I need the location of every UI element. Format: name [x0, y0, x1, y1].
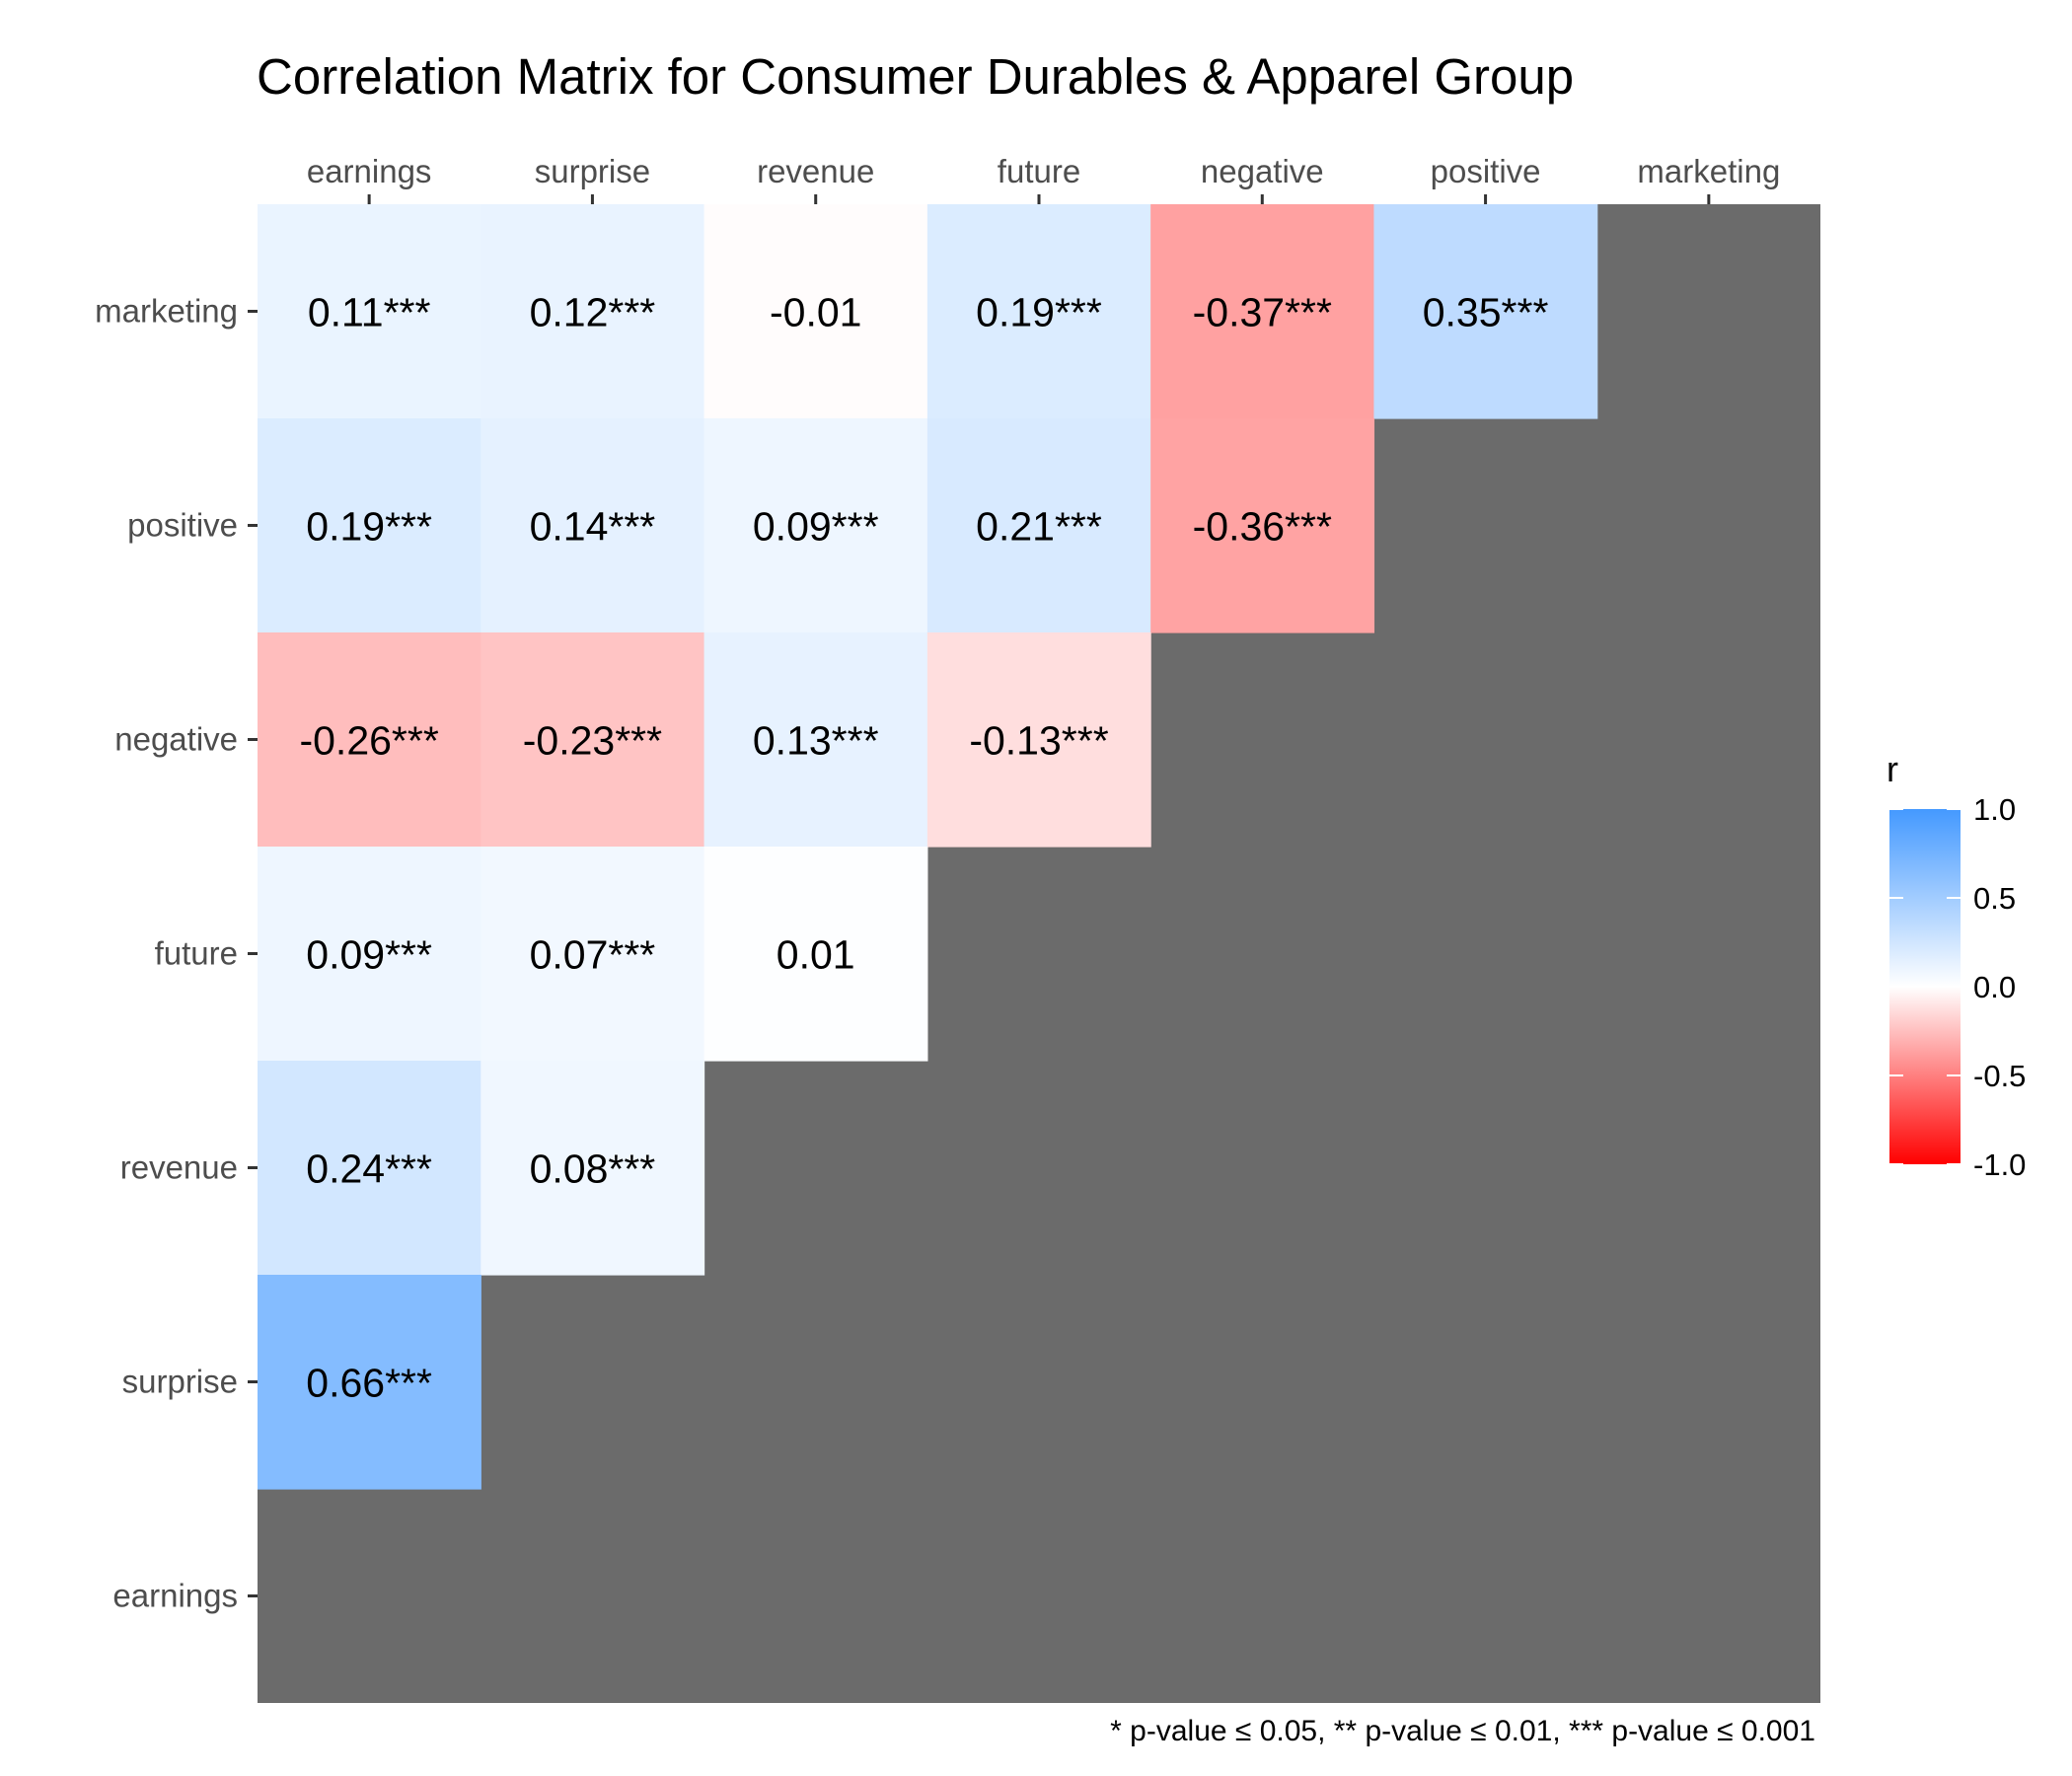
- cell-label-marketing-negative: -0.37***: [1193, 290, 1332, 335]
- cell-label-marketing-positive: 0.35***: [1423, 290, 1549, 335]
- heatmap-cell-marketing-future: [926, 204, 1151, 419]
- heatmap-cell-negative-earnings: [258, 632, 481, 848]
- heatmap-cell-positive-future: [926, 418, 1151, 633]
- color-legend: r 1.0 0.5 0.0 -0.5 -1.0: [1887, 749, 2026, 1182]
- cell-label-positive-future: 0.21***: [976, 504, 1102, 550]
- legend-tick-label: 0.5: [1973, 881, 2016, 916]
- x-tick-label-surprise: surprise: [535, 153, 650, 189]
- chart-title: Correlation Matrix for Consumer Durables…: [257, 48, 1575, 105]
- x-tick-label-positive: positive: [1431, 153, 1541, 189]
- cell-label-positive-revenue: 0.09***: [753, 504, 879, 550]
- legend-tick-label: -0.5: [1973, 1059, 2026, 1093]
- cell-label-revenue-surprise: 0.08***: [530, 1147, 656, 1192]
- x-tick-label-future: future: [998, 153, 1080, 189]
- heatmap-cell-positive-revenue: [703, 418, 928, 633]
- heatmap-cell-marketing-revenue: [703, 204, 928, 419]
- legend-tick-label: 0.0: [1973, 970, 2016, 1004]
- y-tick-label-marketing: marketing: [95, 293, 238, 330]
- heatmap-cell-marketing-earnings: [258, 204, 481, 419]
- heatmap-cell-negative-revenue: [703, 632, 928, 848]
- legend-tick-label: 1.0: [1973, 792, 2016, 827]
- heatmap-cell-negative-surprise: [481, 632, 705, 848]
- x-tick-label-negative: negative: [1201, 153, 1324, 189]
- cell-label-surprise-earnings: 0.66***: [306, 1361, 432, 1406]
- cell-label-negative-earnings: -0.26***: [299, 718, 438, 764]
- cell-label-negative-revenue: 0.13***: [753, 718, 879, 764]
- cell-label-negative-surprise: -0.23***: [523, 718, 662, 764]
- heatmap-cell-marketing-surprise: [481, 204, 705, 419]
- cell-label-future-surprise: 0.07***: [530, 932, 656, 978]
- heatmap-cell-future-revenue: [703, 847, 928, 1062]
- cell-label-positive-earnings: 0.19***: [306, 504, 432, 550]
- x-tick-label-revenue: revenue: [757, 153, 874, 189]
- heatmap-cell-marketing-positive: [1373, 204, 1598, 419]
- cell-label-marketing-future: 0.19***: [976, 290, 1102, 335]
- heatmap-cell-positive-earnings: [258, 418, 481, 633]
- cell-label-future-revenue: 0.01: [777, 932, 855, 978]
- y-tick-label-earnings: earnings: [112, 1578, 238, 1614]
- heatmap-cell-future-surprise: [481, 847, 705, 1062]
- y-tick-label-revenue: revenue: [120, 1149, 238, 1186]
- heatmap-cell-positive-surprise: [481, 418, 705, 633]
- y-tick-label-positive: positive: [127, 507, 238, 544]
- y-tick-label-surprise: surprise: [122, 1364, 238, 1400]
- x-axis: earnings surprise revenue future negative pos…: [307, 153, 1780, 204]
- x-tick-label-marketing: marketing: [1637, 153, 1780, 189]
- heatmap-cell-revenue-earnings: [258, 1061, 481, 1276]
- cell-label-positive-negative: -0.36***: [1193, 504, 1332, 550]
- legend-tick-label: -1.0: [1973, 1147, 2026, 1182]
- y-tick-label-negative: negative: [114, 721, 238, 758]
- heatmap-cells: 0.11*** 0.12*** -0.01 0.19*** -0.37*** 0.35**…: [258, 204, 1598, 1490]
- legend-title: r: [1887, 749, 1898, 789]
- x-tick-label-earnings: earnings: [307, 153, 432, 189]
- heatmap-cell-positive-negative: [1150, 418, 1375, 633]
- heatmap-cell-marketing-negative: [1150, 204, 1375, 419]
- y-axis: marketing positive negative future revenue su…: [95, 293, 258, 1614]
- cell-label-marketing-revenue: -0.01: [770, 290, 861, 335]
- cell-label-negative-future: -0.13***: [969, 718, 1108, 764]
- cell-label-positive-surprise: 0.14***: [530, 504, 656, 550]
- significance-caption: * p-value ≤ 0.05, ** p-value ≤ 0.01, ***…: [1110, 1715, 1815, 1747]
- y-tick-label-future: future: [155, 935, 238, 972]
- cell-label-marketing-earnings: 0.11***: [308, 290, 431, 335]
- heatmap-cell-negative-future: [926, 632, 1151, 848]
- heatmap-cell-surprise-earnings: [258, 1275, 481, 1490]
- cell-label-marketing-surprise: 0.12***: [530, 290, 656, 335]
- cell-label-future-earnings: 0.09***: [306, 932, 432, 978]
- heatmap-cell-future-earnings: [258, 847, 481, 1062]
- cell-label-revenue-earnings: 0.24***: [306, 1147, 432, 1192]
- heatmap-cell-revenue-surprise: [481, 1061, 705, 1276]
